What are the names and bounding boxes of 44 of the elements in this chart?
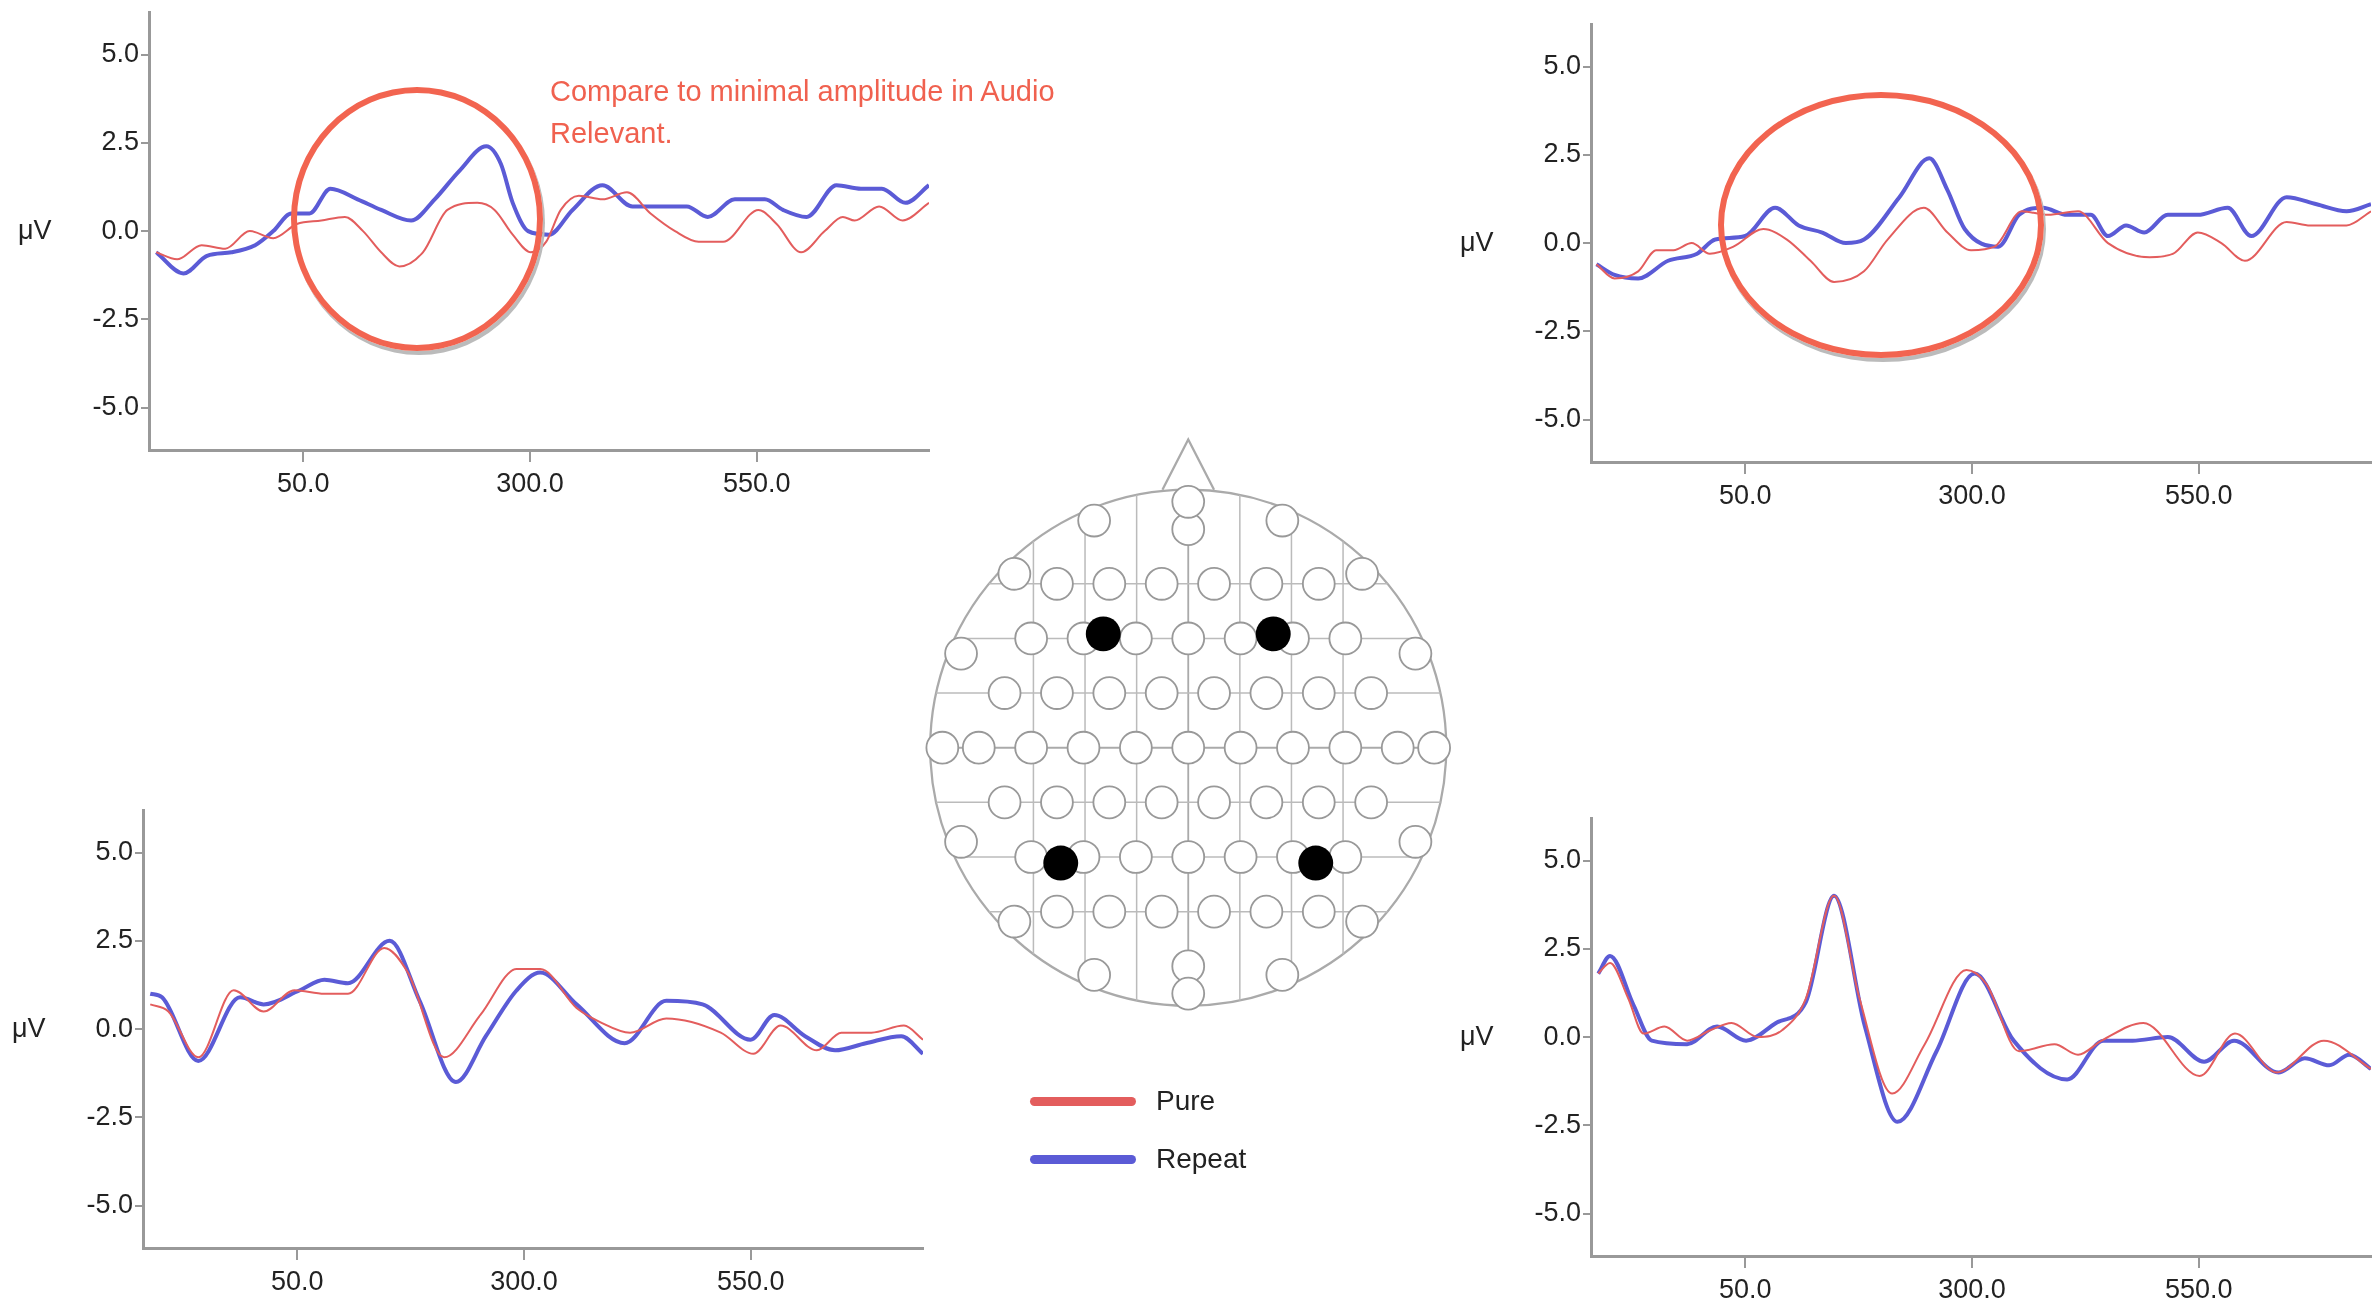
- y-axis-title: μV: [1460, 226, 1494, 257]
- legend-label: Pure: [1156, 1085, 1216, 1117]
- line-series: [155, 191, 929, 268]
- y-tick-label: 2.5: [1543, 138, 1581, 169]
- legend-label: Repeat: [1156, 1143, 1247, 1175]
- y-tick-label: 0.0: [95, 1012, 133, 1043]
- x-tick-label: 50.0: [1718, 479, 1772, 510]
- line-series: [154, 144, 929, 276]
- y-tick-label: -5.0: [1534, 403, 1581, 434]
- x-tick-label: 300.0: [1938, 479, 2006, 510]
- y-axis-title: μV: [18, 214, 52, 245]
- y-tick-label: 0.0: [1543, 226, 1581, 257]
- line-series: [1595, 206, 2371, 283]
- y-tick-label: 0.0: [1543, 1020, 1581, 1051]
- y-tick-label: 5.0: [1543, 844, 1581, 875]
- y-tick-label: 5.0: [1543, 50, 1581, 81]
- y-tick-label: 0.0: [101, 214, 139, 245]
- x-tick-label: 550.0: [2164, 479, 2233, 510]
- annotation: Compare to minimal amplitude in Audio Relevant.: [550, 74, 1056, 151]
- x-tick-label: 550.0: [2164, 1273, 2233, 1304]
- y-tick-label: 2.5: [101, 126, 139, 157]
- y-tick-label: -2.5: [86, 1100, 133, 1131]
- y-axis-title: μV: [1460, 1020, 1494, 1051]
- x-tick-label: 300.0: [496, 467, 564, 498]
- y-tick-label: -5.0: [92, 391, 139, 422]
- line-series: [1594, 156, 2371, 281]
- y-tick-label: 2.5: [95, 924, 133, 955]
- y-tick-label: -5.0: [1534, 1197, 1581, 1228]
- x-tick-label: 300.0: [1938, 1273, 2006, 1304]
- line-series: [149, 946, 923, 1059]
- x-tick-label: 550.0: [716, 1265, 785, 1296]
- y-tick-label: -2.5: [1534, 1108, 1581, 1139]
- x-tick-label: 300.0: [490, 1265, 558, 1296]
- x-tick-label: 550.0: [722, 467, 791, 498]
- x-tick-label: 50.0: [276, 467, 330, 498]
- x-tick-label: 50.0: [270, 1265, 324, 1296]
- y-tick-label: 5.0: [95, 836, 133, 867]
- y-tick-label: -2.5: [92, 302, 139, 333]
- y-tick-label: 5.0: [101, 38, 139, 69]
- y-tick-label: 2.5: [1543, 932, 1581, 963]
- y-axis-title: μV: [12, 1012, 46, 1043]
- y-tick-label: -5.0: [86, 1189, 133, 1220]
- y-tick-label: -2.5: [1534, 314, 1581, 345]
- x-tick-label: 50.0: [1718, 1273, 1772, 1304]
